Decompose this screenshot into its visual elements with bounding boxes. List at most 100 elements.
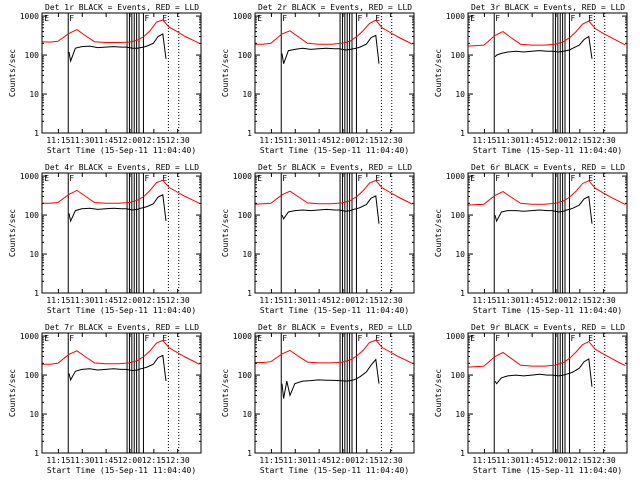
- y-tick-label: 1: [34, 289, 39, 298]
- flag-label: F: [495, 174, 500, 183]
- series-line-lld: [42, 179, 200, 204]
- flag-label: E: [375, 174, 380, 183]
- plot-frame: [467, 172, 628, 294]
- series-line-events: [494, 35, 593, 59]
- flag-label: E: [162, 14, 167, 23]
- y-axis-label: Counts/sec: [8, 49, 17, 97]
- flag-label: F: [570, 14, 575, 23]
- chart-panel-8: Det 8r BLACK = Events, RED = LLD E F F E 1 10 1…: [221, 323, 415, 475]
- y-tick-label: 1000: [20, 332, 39, 341]
- chart-title: Det 3r BLACK = Events, RED = LLD: [471, 3, 625, 12]
- x-tick-label: 12:00: [331, 136, 355, 145]
- x-tick-label: 12:00: [331, 296, 355, 305]
- x-tick-label: 11:45: [94, 456, 118, 465]
- flag-label: E: [257, 334, 262, 343]
- series-line-events: [281, 195, 380, 224]
- x-axis-label: Start Time (15-Sep-11 11:04:40): [260, 466, 409, 475]
- x-tick-label: 12:15: [355, 456, 379, 465]
- y-tick-label: 1000: [20, 172, 39, 181]
- x-tick-label: 11:30: [496, 456, 520, 465]
- chart-title: Det 8r BLACK = Events, RED = LLD: [258, 323, 412, 332]
- y-tick-label: 1: [34, 449, 39, 458]
- x-tick-label: 11:45: [94, 296, 118, 305]
- x-tick-label: 12:00: [544, 456, 568, 465]
- y-tick-label: 10: [29, 90, 39, 99]
- x-tick-label: 11:30: [496, 136, 520, 145]
- y-tick-label: 10: [242, 250, 252, 259]
- plot-frame: [254, 172, 415, 294]
- y-tick-label: 10: [455, 250, 465, 259]
- flag-label: E: [588, 174, 593, 183]
- y-axis-label: Counts/sec: [221, 369, 230, 417]
- chart-panel-4: Det 4r BLACK = Events, RED = LLD E F F E 1 10 1…: [8, 163, 202, 315]
- y-tick-label: 1: [460, 129, 465, 138]
- flag-label: F: [69, 334, 74, 343]
- x-tick-label: 12:30: [166, 456, 190, 465]
- flag-label: F: [357, 334, 362, 343]
- y-tick-label: 1000: [233, 12, 252, 21]
- series-line-events: [68, 33, 167, 64]
- flag-label: F: [282, 334, 287, 343]
- x-tick-label: 12:30: [379, 296, 403, 305]
- y-tick-label: 1000: [20, 12, 39, 21]
- x-tick-label: 12:15: [568, 456, 592, 465]
- x-tick-label: 12:30: [166, 296, 190, 305]
- x-tick-label: 11:45: [307, 136, 331, 145]
- x-tick-label: 12:00: [118, 136, 142, 145]
- x-tick-label: 12:00: [544, 296, 568, 305]
- flag-label: F: [570, 334, 575, 343]
- plot-frame: [41, 172, 202, 294]
- y-tick-label: 100: [25, 211, 40, 220]
- flag-label: F: [357, 174, 362, 183]
- chart-title: Det 2r BLACK = Events, RED = LLD: [258, 3, 412, 12]
- y-axis-label: Counts/sec: [8, 209, 17, 257]
- x-tick-label: 11:30: [283, 136, 307, 145]
- x-tick-label: 12:00: [544, 136, 568, 145]
- series-line-lld: [42, 339, 200, 365]
- flag-label: F: [144, 174, 149, 183]
- x-axis-label: Start Time (15-Sep-11 11:04:40): [473, 466, 622, 475]
- flag-label: E: [375, 334, 380, 343]
- y-tick-label: 1: [34, 129, 39, 138]
- series-line-events: [68, 194, 167, 223]
- flag-label: E: [44, 14, 49, 23]
- x-tick-label: 11:45: [307, 296, 331, 305]
- series-line-lld: [41, 19, 200, 44]
- y-tick-label: 10: [455, 90, 465, 99]
- x-tick-label: 11:15: [46, 296, 70, 305]
- flag-label: F: [144, 334, 149, 343]
- x-tick-label: 11:15: [259, 456, 283, 465]
- x-axis-label: Start Time (15-Sep-11 11:04:40): [47, 306, 196, 315]
- x-tick-label: 12:15: [142, 456, 166, 465]
- x-axis-label: Start Time (15-Sep-11 11:04:40): [260, 146, 409, 155]
- chart-panel-3: Det 3r BLACK = Events, RED = LLD E F F E 1 10 1…: [434, 3, 628, 155]
- x-tick-label: 11:15: [472, 136, 496, 145]
- x-tick-label: 11:45: [307, 456, 331, 465]
- x-axis-label: Start Time (15-Sep-11 11:04:40): [473, 306, 622, 315]
- series-line-events: [281, 34, 380, 64]
- y-tick-label: 1000: [446, 12, 465, 21]
- series-line-events: [494, 195, 593, 224]
- flag-label: F: [495, 334, 500, 343]
- y-tick-label: 1: [247, 449, 252, 458]
- x-tick-label: 11:30: [283, 456, 307, 465]
- x-axis-label: Start Time (15-Sep-11 11:04:40): [260, 306, 409, 315]
- x-tick-label: 12:30: [592, 136, 616, 145]
- x-axis-label: Start Time (15-Sep-11 11:04:40): [473, 146, 622, 155]
- x-tick-label: 12:00: [331, 456, 355, 465]
- x-tick-label: 11:30: [283, 296, 307, 305]
- x-axis-label: Start Time (15-Sep-11 11:04:40): [47, 146, 196, 155]
- flag-label: E: [588, 14, 593, 23]
- x-tick-label: 11:15: [472, 456, 496, 465]
- flag-label: E: [257, 174, 262, 183]
- x-tick-label: 12:15: [568, 296, 592, 305]
- x-tick-label: 12:30: [592, 296, 616, 305]
- flag-label: F: [144, 14, 149, 23]
- y-tick-label: 100: [451, 51, 466, 60]
- plot-frame: [467, 332, 628, 454]
- y-tick-label: 10: [29, 250, 39, 259]
- x-tick-label: 12:15: [142, 296, 166, 305]
- chart-title: Det 5r BLACK = Events, RED = LLD: [258, 163, 412, 172]
- y-axis-label: Counts/sec: [434, 49, 443, 97]
